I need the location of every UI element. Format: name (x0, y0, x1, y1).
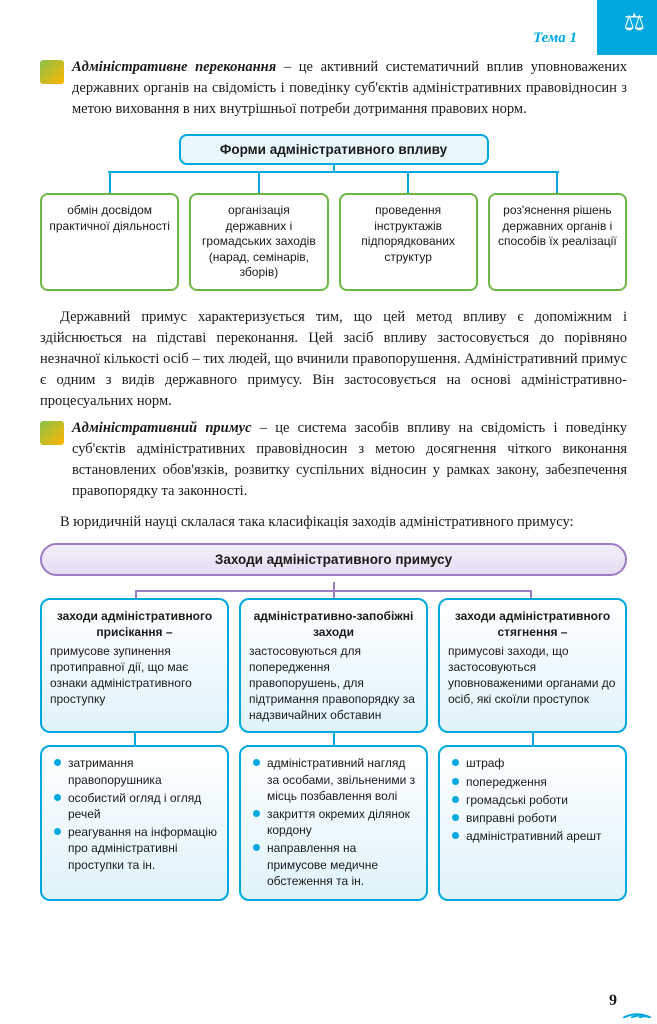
definition-block-2: Адміністративний примус – це система зас… (40, 418, 627, 502)
diagram2-connector (40, 582, 627, 598)
paragraph-1: Державний примус характеризується тим, щ… (40, 307, 627, 412)
list-item: громадські роботи (452, 792, 617, 808)
scales-icon: ⚖ (623, 8, 645, 37)
topic-label: Тема 1 (40, 30, 577, 47)
diagram2-col2-title: адміністративно-запобіжні заходи (249, 608, 418, 640)
diagram2-col3-def: заходи адміністративного стягнення – при… (438, 598, 627, 733)
diagram1-box-1: обмін досвідом практичної діяльності (40, 193, 179, 291)
list-item: штраф (452, 755, 617, 771)
diagram2-col3-bullets: штраф попередження громадські роботи вип… (438, 745, 627, 901)
corner-decoration-icon (623, 990, 651, 1018)
book-icon (40, 60, 64, 84)
list-item: затримання правопорушника (54, 755, 219, 787)
diagram2-col1-desc: примусове зупинення протиправної дії, що… (50, 643, 219, 708)
diagram-forms-of-influence: Форми адміністративного впливу обмін дос… (40, 134, 627, 291)
diagram1-box-4: роз'яснення рішень державних органів і с… (488, 193, 627, 291)
diagram2-title: Заходи адміністративного примусу (40, 543, 627, 576)
list-item: адміністративний арешт (452, 828, 617, 844)
definition-1-text: Адміністративне переконання – це активни… (72, 57, 627, 120)
diagram2-col2-def: адміністративно-запобіжні заходи застосо… (239, 598, 428, 733)
definition-1-term: Адміністративне переконання (72, 59, 276, 75)
list-item: направлення на примусове медичне обстеже… (253, 840, 418, 889)
list-item: попередження (452, 774, 617, 790)
diagram2-col3-desc: примусові заходи, що застосовуються упов… (448, 643, 617, 708)
definition-2-text: Адміністративний примус – це система зас… (72, 418, 627, 502)
diagram2-col2-desc: застосовуються для попередження правопор… (249, 643, 418, 724)
list-item: виправні роботи (452, 810, 617, 826)
diagram-coercion-measures: Заходи адміністративного примусу заходи … (40, 543, 627, 901)
list-item: адміністративний нагляд за особами, звіл… (253, 755, 418, 804)
book-icon (40, 421, 64, 445)
diagram2-col3-title: заходи адміністративного стягнення – (448, 608, 617, 640)
list-item: особистий огляд і огляд речей (54, 790, 219, 822)
definition-2-term: Адміністративний примус (72, 420, 252, 436)
diagram2-vertical-connectors (40, 733, 627, 745)
list-item: закриття окремих ділянок кордону (253, 806, 418, 838)
diagram1-title: Форми адміністративного впливу (179, 134, 489, 165)
diagram2-col1-def: заходи адміністративного присікання – пр… (40, 598, 229, 733)
diagram2-col2-bullets: адміністративний нагляд за особами, звіл… (239, 745, 428, 901)
list-item: реагування на інформацію про адміністрат… (54, 824, 219, 873)
diagram2-row-bullets: затримання правопорушника особистий огля… (40, 745, 627, 901)
diagram2-col1-bullets: затримання правопорушника особистий огля… (40, 745, 229, 901)
diagram1-connector (40, 171, 627, 189)
definition-block-1: Адміністративне переконання – це активни… (40, 57, 627, 120)
diagram2-col1-title: заходи адміністративного присікання – (50, 608, 219, 640)
diagram1-row: обмін досвідом практичної діяльності орг… (40, 193, 627, 291)
diagram1-box-2: організація державних і громадських захо… (189, 193, 328, 291)
diagram2-row-defs: заходи адміністративного присікання – пр… (40, 598, 627, 733)
page-number: 9 (609, 992, 617, 1010)
paragraph-2: В юридичній науці склалася така класифік… (40, 512, 627, 533)
diagram1-box-3: проведення інструктажів підпорядкованих … (339, 193, 478, 291)
